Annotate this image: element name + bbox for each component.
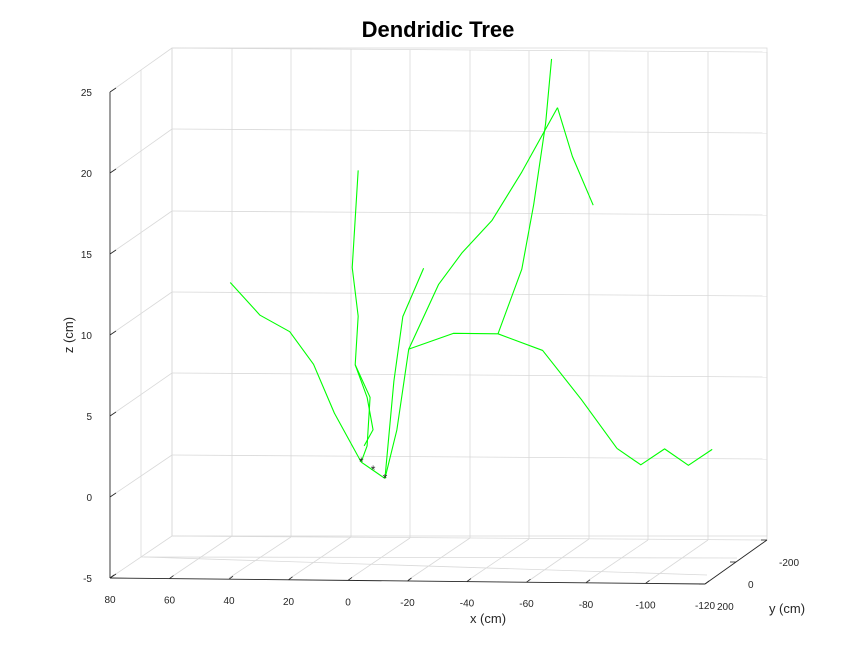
- branch-line-4: [408, 332, 618, 449]
- x-tick-label: -80: [579, 600, 594, 611]
- z-tick-mark: [109, 330, 117, 336]
- z-tick-mark: [109, 168, 117, 174]
- branch-line-8: [616, 447, 713, 466]
- x-tick-mark: [407, 577, 412, 582]
- z-axis-label: z (cm): [61, 317, 76, 353]
- branch-line-1: [351, 170, 371, 463]
- branch-line-3: [384, 268, 425, 479]
- x-tick-mark: [466, 578, 472, 582]
- z-tick-label: 5: [86, 412, 92, 423]
- z-tick-label: -5: [83, 574, 92, 585]
- x-tick-label: 60: [164, 596, 176, 607]
- x-tick-label: 40: [223, 596, 235, 607]
- z-tick-label: 20: [81, 169, 93, 180]
- x-tick-mark: [109, 574, 115, 579]
- chart-title: Dendridic Tree: [362, 17, 515, 42]
- z-tick-labels: -5 0 5 10 15 20 25: [81, 87, 117, 585]
- y-tick-label: -200: [779, 558, 799, 569]
- z-tick-label: 15: [81, 250, 93, 261]
- x-tick-labels: 80 60 40 20 0 -20 -40 -60 -80 -100 -120: [104, 574, 715, 612]
- root-marker-2: *: [383, 471, 388, 485]
- x-tick-mark: [228, 575, 234, 580]
- z-tick-label: 25: [81, 88, 93, 99]
- z-tick-mark: [109, 492, 117, 498]
- x-tick-label: -60: [519, 599, 534, 610]
- root-marker-1: *: [371, 463, 376, 477]
- z-tick-label: 0: [86, 493, 92, 504]
- x-tick-mark: [169, 575, 174, 579]
- root-markers: * * *: [359, 455, 388, 485]
- x-tick-label: -20: [400, 598, 415, 609]
- grid: [109, 47, 768, 584]
- branch-line-2: [384, 107, 558, 479]
- branch-line-6: [556, 107, 594, 206]
- x-tick-mark: [526, 578, 531, 583]
- x-tick-mark: [704, 580, 710, 585]
- branch-line-9: [354, 364, 374, 447]
- y-tick-label: 0: [748, 580, 754, 591]
- x-axis-label: x (cm): [470, 611, 506, 626]
- x-tick-label: -120: [695, 601, 715, 612]
- z-tick-mark: [109, 87, 117, 93]
- x-tick-mark: [645, 580, 650, 584]
- z-tick-mark: [109, 249, 117, 255]
- x-tick-mark: [585, 579, 591, 584]
- y-tick-labels: -200 0 200: [699, 539, 799, 613]
- z-tick-mark: [109, 411, 117, 417]
- axes: [109, 92, 768, 585]
- branch-line-0: [360, 461, 386, 479]
- x-tick-mark: [347, 577, 353, 581]
- x-tick-mark: [288, 576, 293, 581]
- x-tick-label: 20: [283, 597, 295, 608]
- z-tick-label: 10: [81, 331, 93, 342]
- branch-line-7: [497, 58, 553, 334]
- x-tick-label: -40: [460, 599, 475, 610]
- x-tick-label: 0: [345, 597, 351, 608]
- root-marker-0: *: [359, 455, 364, 469]
- y-axis-label: y (cm): [769, 601, 805, 616]
- y-tick-label: 200: [717, 602, 734, 613]
- x-tick-label: -100: [635, 600, 655, 611]
- branch-line-5: [229, 282, 362, 463]
- series-layer: [229, 58, 713, 479]
- x-tick-label: 80: [104, 595, 116, 606]
